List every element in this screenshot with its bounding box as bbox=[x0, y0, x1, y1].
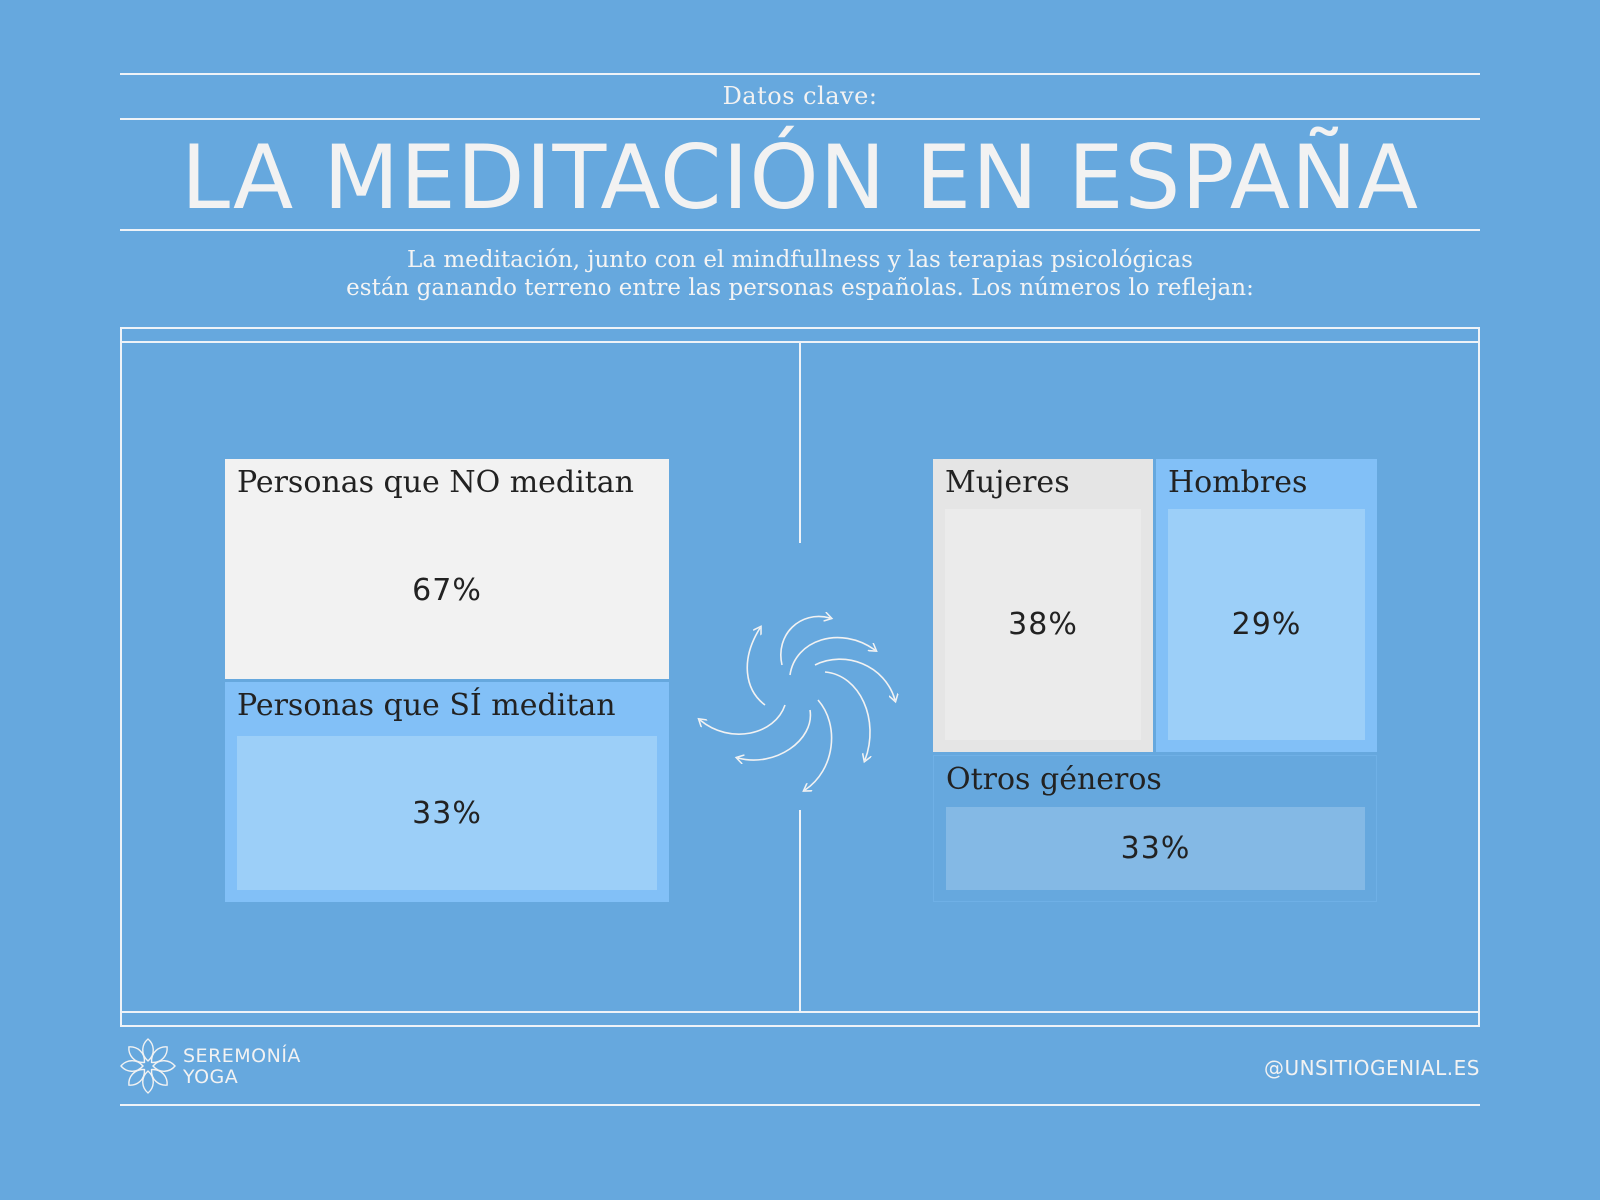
brand-line-2: YOGA bbox=[183, 1066, 239, 1088]
spiral-arrows-icon bbox=[690, 565, 910, 795]
value-si-meditan: 33% bbox=[237, 736, 657, 890]
social-handle: @UNSITIOGENIAL.ES bbox=[1263, 1056, 1480, 1080]
label-hombres: Hombres bbox=[1168, 465, 1308, 500]
brand-line-1: SEREMONÍA bbox=[183, 1045, 301, 1067]
card-si-meditan: Personas que SÍ meditan 33% bbox=[225, 682, 669, 902]
value-hombres: 29% bbox=[1168, 509, 1365, 740]
value-otros: 33% bbox=[946, 807, 1365, 890]
label-otros: Otros géneros bbox=[946, 762, 1162, 797]
top-rule bbox=[120, 73, 1480, 75]
card-hombres: Hombres 29% bbox=[1156, 459, 1377, 752]
eyebrow-text: Datos clave: bbox=[722, 82, 878, 110]
card-no-meditan: Personas que NO meditan 67% bbox=[225, 459, 669, 679]
title-rule bbox=[120, 229, 1480, 231]
lotus-flower-icon bbox=[120, 1038, 176, 1094]
intro-text: La meditación, junto con el mindfullness… bbox=[0, 246, 1600, 302]
brand-name: SEREMONÍA YOGA bbox=[183, 1046, 301, 1088]
value-no-meditan: 67% bbox=[237, 513, 657, 667]
label-si-meditan: Personas que SÍ meditan bbox=[237, 688, 616, 723]
page-title: LA MEDITACIÓN EN ESPAÑA bbox=[180, 126, 1420, 229]
card-otros: Otros géneros 33% bbox=[933, 755, 1377, 902]
value-mujeres: 38% bbox=[945, 509, 1141, 740]
center-divider-bottom bbox=[799, 810, 801, 1013]
label-no-meditan: Personas que NO meditan bbox=[237, 465, 634, 500]
center-divider-top bbox=[799, 341, 801, 543]
card-mujeres: Mujeres 38% bbox=[933, 459, 1153, 752]
eyebrow-rule bbox=[120, 118, 1480, 120]
label-mujeres: Mujeres bbox=[945, 465, 1070, 500]
intro-line-2: están ganando terreno entre las personas… bbox=[346, 275, 1254, 301]
bottom-rule bbox=[120, 1104, 1480, 1106]
intro-line-1: La meditación, junto con el mindfullness… bbox=[407, 247, 1193, 273]
